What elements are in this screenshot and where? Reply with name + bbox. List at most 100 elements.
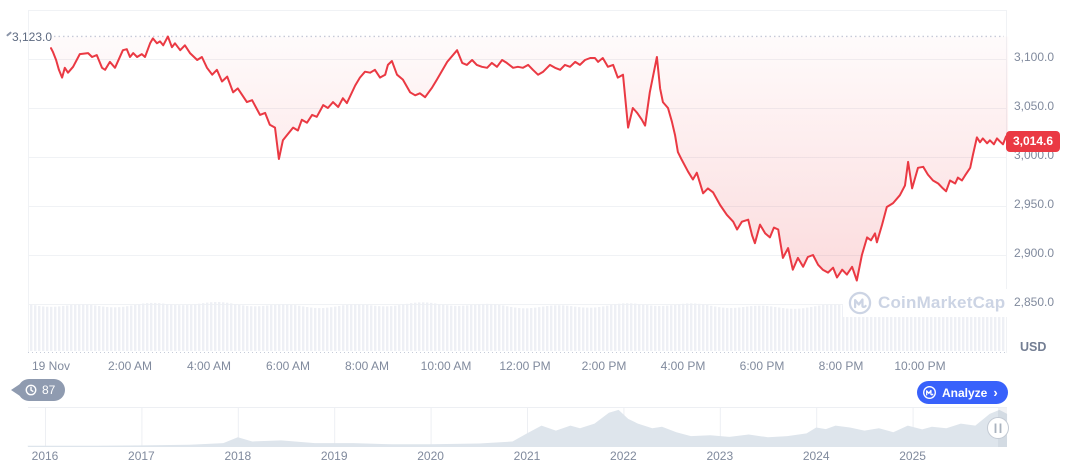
volume-bar — [434, 303, 437, 351]
volume-bar — [610, 304, 613, 351]
x-axis-label: 10:00 PM — [894, 359, 946, 373]
coinmarketcap-logo-icon — [848, 291, 872, 315]
volume-bar — [962, 305, 965, 351]
volume-bar — [342, 305, 345, 351]
volume-bar — [266, 305, 269, 351]
volume-bar — [786, 308, 789, 351]
volume-bar — [894, 303, 897, 351]
price-area — [51, 36, 1009, 281]
volume-bar — [778, 307, 781, 351]
volume-bar — [738, 307, 741, 351]
volume-bar — [122, 306, 125, 351]
volume-bar — [58, 306, 61, 351]
volume-bar — [890, 303, 893, 351]
volume-bar — [30, 304, 33, 351]
last-price-badge: 3,014.6 — [1006, 131, 1061, 152]
volume-bar — [466, 305, 469, 351]
history-badge[interactable]: 87 — [10, 379, 66, 401]
volume-bar — [118, 307, 121, 351]
volume-bar — [542, 306, 545, 351]
volume-bar — [38, 305, 41, 351]
volume-bar — [694, 303, 697, 351]
volume-bar — [186, 305, 189, 351]
volume-bar — [74, 304, 77, 351]
volume-bar — [306, 307, 309, 351]
volume-bar — [618, 303, 621, 351]
volume-bar — [50, 306, 53, 351]
volume-bar — [198, 303, 201, 351]
volume-bar — [722, 307, 725, 351]
volume-bar — [98, 305, 101, 351]
volume-bar — [350, 304, 353, 351]
volume-bar — [914, 305, 917, 351]
volume-bar — [594, 307, 597, 351]
volume-bar — [1002, 309, 1005, 351]
volume-bar — [902, 303, 905, 351]
volume-bar — [254, 306, 257, 351]
volume-bar — [866, 306, 869, 351]
volume-bar — [554, 305, 557, 351]
history-count: 87 — [42, 383, 56, 397]
volume-bar — [830, 304, 833, 351]
navigator-handle-grip-icon — [999, 423, 1002, 433]
volume-bar — [974, 306, 977, 351]
volume-bar — [314, 307, 317, 351]
volume-bar — [910, 304, 913, 351]
nav-year-label: 2021 — [513, 449, 541, 463]
volume-bar — [86, 304, 89, 351]
volume-bar — [666, 305, 669, 351]
y-axis-label: 3,100.0 — [1014, 50, 1055, 64]
volume-bar — [414, 302, 417, 351]
volume-bar — [170, 304, 173, 351]
volume-bar — [242, 305, 245, 351]
nav-year-label: 2022 — [610, 449, 637, 463]
volume-bar — [766, 305, 769, 351]
analyze-button[interactable]: Analyze › — [917, 381, 1008, 404]
volume-bar — [570, 306, 573, 351]
volume-bar — [362, 304, 365, 351]
volume-bar — [926, 307, 929, 351]
volume-bar — [998, 309, 1001, 351]
volume-bar — [386, 306, 389, 351]
volume-bar — [462, 305, 465, 351]
volume-bar — [650, 305, 653, 351]
volume-bar — [810, 306, 813, 351]
volume-bar — [942, 306, 945, 351]
chevron-right-icon: › — [993, 385, 998, 400]
navigator[interactable] — [27, 407, 1009, 448]
volume-bar — [938, 307, 941, 351]
volume-bar — [438, 304, 441, 351]
volume-bar — [530, 308, 533, 351]
nav-year-label: 2025 — [899, 449, 926, 463]
volume-bar — [782, 308, 785, 351]
volume-bar — [606, 305, 609, 351]
volume-bar — [626, 303, 629, 351]
volume-bar — [326, 307, 329, 351]
volume-bar — [174, 304, 177, 351]
nav-year-label: 2018 — [224, 449, 252, 463]
volume-bar — [714, 306, 717, 351]
volume-bar — [706, 305, 709, 351]
volume-bar — [126, 306, 129, 351]
navigator-handle-grip-icon — [994, 423, 997, 433]
navigator-handle[interactable] — [987, 417, 1009, 439]
x-axis-label: 6:00 AM — [265, 359, 311, 373]
volume-bar — [134, 304, 137, 351]
volume-bar — [214, 302, 217, 351]
high-price-annotation: 3,123.0 — [6, 30, 52, 44]
volume-bar — [506, 306, 509, 351]
volume-bar — [870, 306, 873, 351]
volume-bar — [886, 303, 889, 351]
volume-bar — [378, 306, 381, 351]
volume-bar — [402, 304, 405, 351]
volume-bar — [478, 304, 481, 351]
volume-bar — [510, 306, 513, 351]
volume-bar — [34, 305, 37, 351]
volume-bar — [698, 303, 701, 351]
volume-bar — [918, 306, 921, 351]
volume-bar — [66, 305, 69, 351]
volume-bar — [726, 307, 729, 351]
volume-bar — [582, 307, 585, 351]
